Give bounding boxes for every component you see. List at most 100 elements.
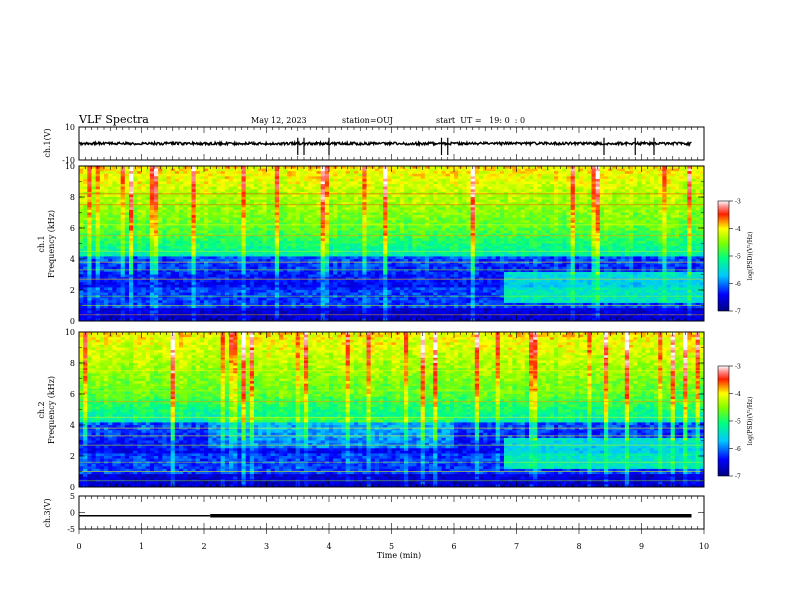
spectrogram-cell xyxy=(571,246,575,249)
spectrogram-cell xyxy=(671,197,675,200)
spectrogram-cell xyxy=(229,215,233,218)
spectrogram-cell xyxy=(517,189,521,192)
spectrogram-cell xyxy=(337,218,341,221)
spectrogram-cell xyxy=(87,187,91,190)
spectrogram-cell xyxy=(275,192,279,195)
spectrogram-cell xyxy=(358,179,362,182)
spectrogram-cell xyxy=(92,207,96,210)
spectrogram-cell xyxy=(317,223,321,226)
spectrogram-cell xyxy=(142,205,146,208)
spectrogram-cell xyxy=(200,231,204,234)
spectrogram-cell xyxy=(304,244,308,247)
spectrogram-cell xyxy=(287,200,291,203)
spectrogram-cell xyxy=(683,174,687,177)
spectrogram-cell xyxy=(258,241,262,244)
spectrogram-cell xyxy=(387,215,391,218)
spectrogram-cell xyxy=(358,238,362,241)
spectrogram-cell xyxy=(404,179,408,182)
spectrogram-cell xyxy=(158,210,162,213)
spectrogram-cell xyxy=(467,184,471,187)
spectrogram-cell xyxy=(683,236,687,239)
spectrogram-cell xyxy=(292,223,296,226)
spectrogram-cell xyxy=(458,194,462,197)
spectrogram-cell xyxy=(258,189,262,192)
spectrogram-cell xyxy=(279,171,283,174)
spectrogram-cell xyxy=(404,187,408,190)
spectrogram-cell xyxy=(133,174,137,177)
spectrogram-cell xyxy=(487,169,491,172)
spectrogram-cell xyxy=(192,171,196,174)
spectrogram-cell xyxy=(504,244,508,247)
spectrogram-cell xyxy=(250,205,254,208)
spectrogram-cell xyxy=(467,194,471,197)
spectrogram-cell xyxy=(521,207,525,210)
spectrogram-cell xyxy=(171,205,175,208)
spectrogram-cell xyxy=(83,246,87,249)
spectrogram-cell xyxy=(454,244,458,247)
spectrogram-cell xyxy=(196,192,200,195)
spectrogram-cell xyxy=(458,231,462,234)
spectrogram-cell xyxy=(117,215,121,218)
spectrogram-cell xyxy=(554,197,558,200)
spectrogram-cell xyxy=(254,182,258,185)
spectrogram-cell xyxy=(108,192,112,195)
spectrogram-cell xyxy=(333,192,337,195)
spectrogram-cell xyxy=(300,210,304,213)
spectrogram-cell xyxy=(475,200,479,203)
spectrogram-cell xyxy=(575,215,579,218)
spectrogram-cell xyxy=(217,215,221,218)
spectrogram-cell xyxy=(358,205,362,208)
spectrogram-cell xyxy=(408,194,412,197)
spectrogram-cell xyxy=(546,176,550,179)
spectrogram-cell xyxy=(233,179,237,182)
spectrogram-cell xyxy=(104,205,108,208)
spectrogram-cell xyxy=(692,207,696,210)
spectrogram-cell xyxy=(567,218,571,221)
spectrogram-cell xyxy=(179,207,183,210)
spectrogram-cell xyxy=(150,169,154,172)
spectrogram-cell xyxy=(350,241,354,244)
spectrogram-cell xyxy=(150,176,154,179)
spectrogram-cell xyxy=(367,223,371,226)
spectrogram-cell xyxy=(187,228,191,231)
spectrogram-cell xyxy=(221,238,225,241)
spectrogram-cell xyxy=(492,194,496,197)
spectrogram-cell xyxy=(687,225,691,228)
spectrogram-cell xyxy=(83,187,87,190)
spectrogram-cell xyxy=(137,244,141,247)
spectrogram-cell xyxy=(467,213,471,216)
spectrogram-cell xyxy=(337,244,341,247)
spectrogram-cell xyxy=(129,241,133,244)
spectrogram-cell xyxy=(496,189,500,192)
spectrogram-cell xyxy=(204,225,208,228)
spectrogram-cell xyxy=(529,179,533,182)
spectrogram-cell xyxy=(400,231,404,234)
spectrogram-cell xyxy=(308,187,312,190)
spectrogram-cell xyxy=(312,179,316,182)
spectrogram-cell xyxy=(475,182,479,185)
spectrogram-cell xyxy=(167,246,171,249)
spectrogram-cell xyxy=(121,213,125,216)
spectrogram-cell xyxy=(317,236,321,239)
spectrogram-cell xyxy=(92,192,96,195)
spectrogram-cell xyxy=(587,213,591,216)
spectrogram-cell xyxy=(292,184,296,187)
spectrogram-cell xyxy=(550,176,554,179)
spectrogram-cell xyxy=(612,207,616,210)
spectrogram-cell xyxy=(646,194,650,197)
spectrogram-cell xyxy=(454,171,458,174)
spectrogram-cell xyxy=(679,210,683,213)
spectrogram-cell xyxy=(592,228,596,231)
spectrogram-cell xyxy=(187,213,191,216)
spectrogram-cell xyxy=(167,213,171,216)
spectrogram-cell xyxy=(429,213,433,216)
spectrogram-cell xyxy=(621,228,625,231)
spectrogram-cell xyxy=(121,197,125,200)
spectrogram-cell xyxy=(671,220,675,223)
spectrogram-cell xyxy=(637,176,641,179)
spectrogram-cell xyxy=(433,207,437,210)
spectrogram-cell xyxy=(158,174,162,177)
spectrogram-cell xyxy=(550,205,554,208)
spectrogram-cell xyxy=(362,218,366,221)
spectrogram-cell xyxy=(354,184,358,187)
